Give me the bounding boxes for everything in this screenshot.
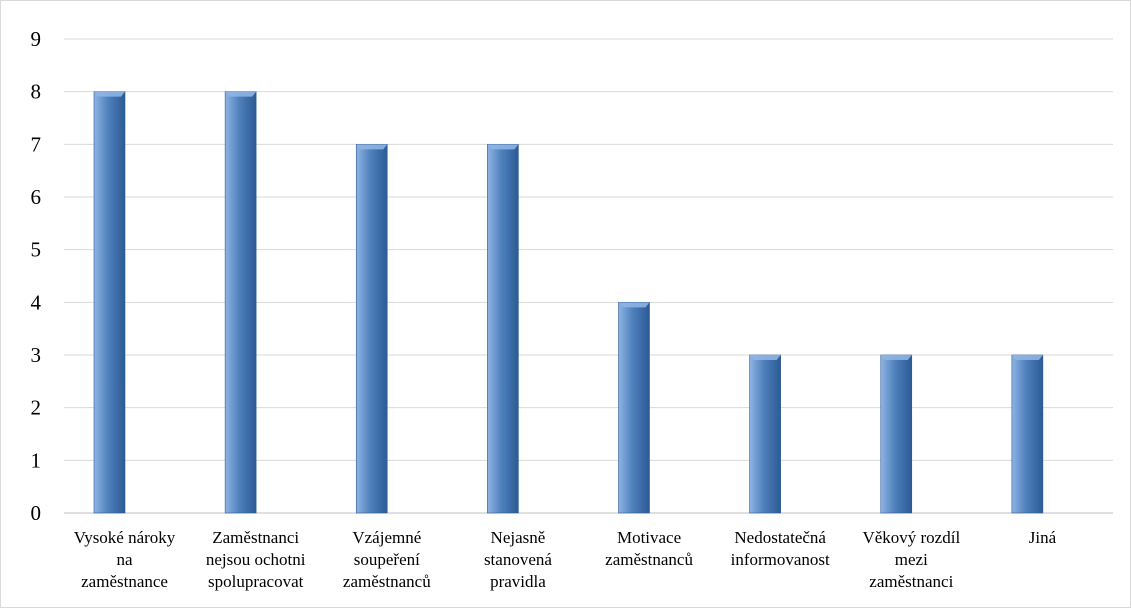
bar-top-bevel xyxy=(1011,355,1043,360)
bar xyxy=(1011,354,1044,514)
x-category-label-line: soupeření xyxy=(354,550,420,569)
bars xyxy=(93,91,1044,514)
bar-body xyxy=(1011,354,1044,514)
bar xyxy=(93,91,126,514)
x-category-label-line: zaměstnanci xyxy=(869,572,953,591)
x-category-label-line: Motivace xyxy=(617,528,681,547)
y-tick-label: 8 xyxy=(31,80,42,104)
bar xyxy=(880,354,913,514)
bar-body xyxy=(487,144,519,514)
bar xyxy=(749,354,781,514)
x-category-label-line: zaměstnance xyxy=(81,572,168,591)
bar xyxy=(618,302,650,514)
y-tick-label: 2 xyxy=(31,396,42,420)
bar-body xyxy=(355,144,388,514)
x-category-label: Vzájemné soupeření zaměstnanců xyxy=(343,528,431,591)
y-tick-label: 3 xyxy=(31,343,42,367)
x-category-label-line: na xyxy=(117,550,134,569)
x-axis-category-labels: Vysoké nároky na zaměstnance Zaměstnanci nej… xyxy=(74,528,1057,591)
bar-body xyxy=(224,91,257,514)
x-category-label-line: zaměstnanců xyxy=(605,550,693,569)
bar-top-bevel xyxy=(94,91,125,97)
y-tick-label: 4 xyxy=(31,290,42,314)
bar xyxy=(487,144,519,514)
x-category-label-line: Zaměstnanci xyxy=(212,528,299,547)
x-category-label: Zaměstnanci nejsou ochotni spolupracovat xyxy=(206,528,306,591)
y-axis-tick-labels: 0 1 2 3 4 5 6 7 8 9 xyxy=(31,27,42,525)
bar xyxy=(355,144,388,514)
bar-top-bevel xyxy=(225,91,257,97)
bar-top-bevel xyxy=(356,144,388,150)
x-category-label: Vysoké nároky na zaměstnance xyxy=(74,528,176,591)
y-tick-label: 9 xyxy=(31,27,42,51)
y-tick-label: 1 xyxy=(31,448,42,472)
x-category-label: Jiná xyxy=(1029,528,1057,547)
bar-top-bevel xyxy=(749,355,781,360)
x-category-label-line: spolupracovat xyxy=(208,572,304,591)
bar-top-bevel xyxy=(487,144,519,150)
y-tick-label: 0 xyxy=(31,501,42,525)
x-category-label-line: stanovená xyxy=(484,550,552,569)
x-category-label-line: informovanost xyxy=(731,550,830,569)
x-category-label-line: Věkový rozdíl xyxy=(862,528,960,547)
x-category-label-line: Nedostatečná xyxy=(734,528,826,547)
x-category-label-line: mezi xyxy=(895,550,928,569)
x-category-label-line: nejsou ochotni xyxy=(206,550,306,569)
y-tick-label: 7 xyxy=(31,132,42,156)
x-category-label-line: Jiná xyxy=(1029,528,1057,547)
bar-body xyxy=(93,91,126,514)
bar-top-bevel xyxy=(618,302,650,308)
x-category-label-line: Vzájemné xyxy=(352,528,421,547)
x-category-label: Nedostatečná informovanost xyxy=(731,528,830,569)
x-category-label-line: pravidla xyxy=(490,572,546,591)
bar-top-bevel xyxy=(880,355,912,360)
y-tick-label: 5 xyxy=(31,238,42,262)
x-category-label-line: Nejasně xyxy=(491,528,546,547)
x-category-label: Nejasně stanovená pravidla xyxy=(484,528,552,591)
x-category-label: Motivace zaměstnanců xyxy=(605,528,693,569)
gridlines xyxy=(64,38,1113,514)
bar-body xyxy=(880,354,913,514)
x-category-label-line: zaměstnanců xyxy=(343,572,431,591)
y-tick-label: 6 xyxy=(31,185,42,209)
bar xyxy=(224,91,257,514)
bar-body xyxy=(618,302,650,514)
x-category-label: Věkový rozdíl mezi zaměstnanci xyxy=(862,528,960,591)
bar-body xyxy=(749,354,781,514)
x-category-label-line: Vysoké nároky xyxy=(74,528,176,547)
